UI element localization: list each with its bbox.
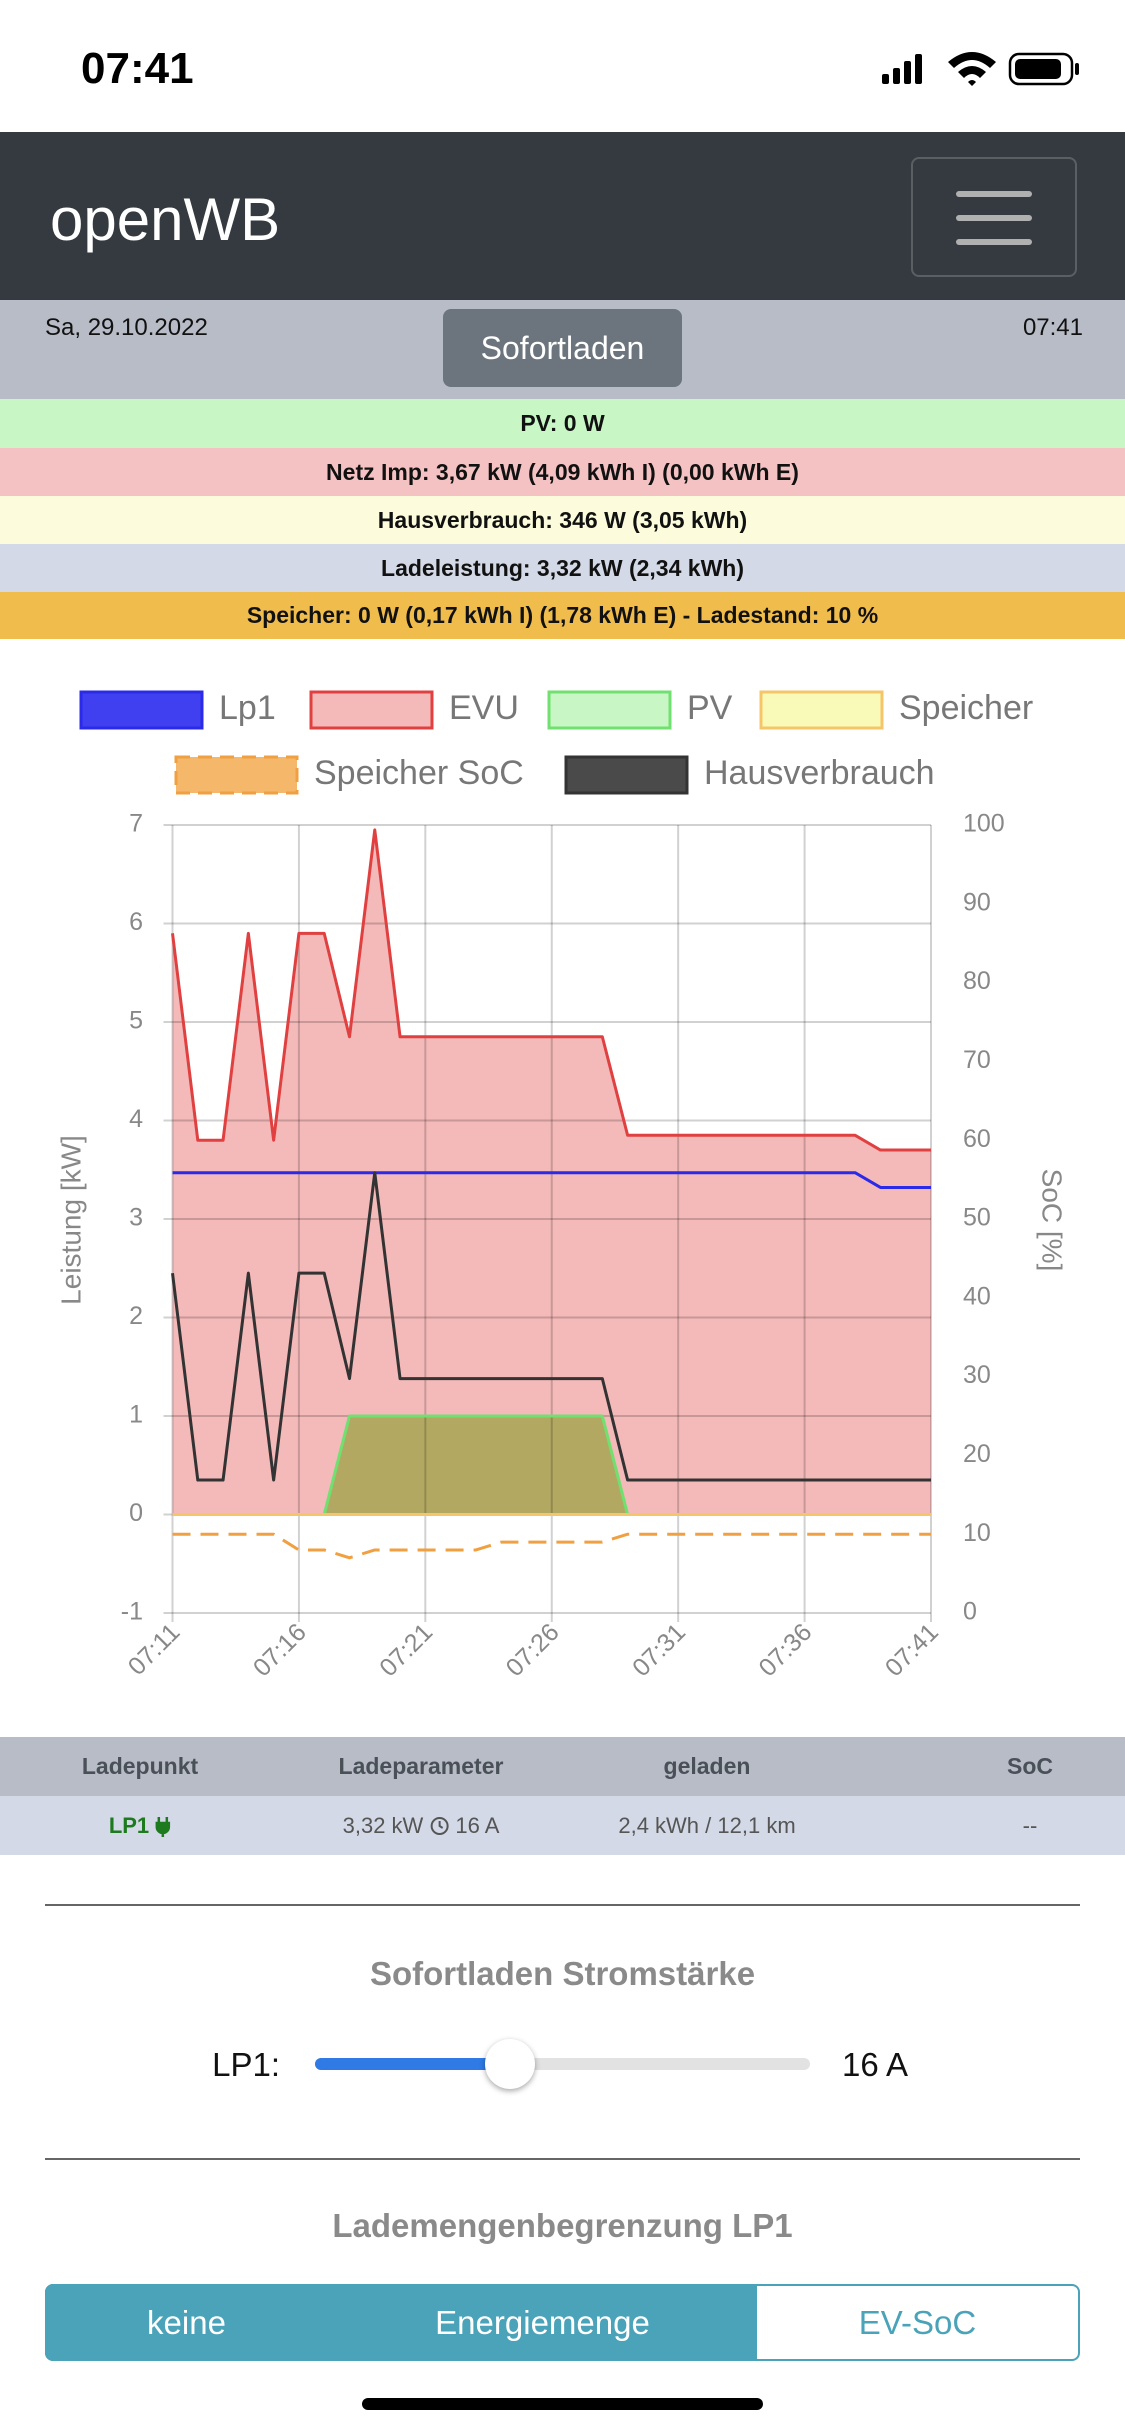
charge-current: 16 A [455, 1813, 500, 1838]
status-row: Hausverbrauch: 346 W (3,05 kWh) [0, 496, 1125, 544]
date: Sa, 29.10.2022 [45, 314, 208, 341]
y-tick-label: 3 [129, 1204, 143, 1232]
y2-tick-label: 20 [963, 1440, 991, 1468]
y-tick-label: -1 [121, 1598, 143, 1626]
divider [45, 2158, 1080, 2160]
time: 07:41 [1022, 314, 1083, 341]
y2-tick-label: 60 [963, 1125, 991, 1153]
y-tick-label: 2 [129, 1302, 143, 1330]
option-button[interactable]: Energiemenge [328, 2284, 757, 2361]
x-tick-label: 07:16 [248, 1618, 312, 1682]
y-tick-label: 5 [129, 1007, 143, 1035]
x-tick-label: 07:11 [123, 1618, 186, 1681]
x-tick-label: 07:41 [880, 1618, 944, 1682]
legend-label: Speicher SoC [314, 754, 524, 792]
y2-tick-label: 40 [963, 1282, 991, 1310]
legend-swatch [79, 690, 204, 730]
y2-axis-title: SoC [%] [1037, 1169, 1068, 1272]
section-title: Lademengenbegrenzung LP1 [332, 2207, 793, 2244]
y2-tick-label: 90 [963, 888, 991, 916]
table-header-cell: Ladeparameter [338, 1753, 504, 1779]
y-tick-label: 6 [129, 908, 143, 936]
series-line [171, 828, 931, 1152]
legend-label: Speicher [899, 689, 1033, 727]
slider-fill [315, 2058, 510, 2070]
legend-label: Hausverbrauch [704, 754, 935, 792]
y2-tick-label: 80 [963, 967, 991, 995]
legend-swatch [759, 690, 884, 730]
legend-swatch [174, 755, 299, 795]
brand[interactable]: openWB [50, 186, 281, 253]
table-cell[interactable]: LP1 [109, 1796, 171, 1855]
x-tick-label: 07:31 [627, 1618, 691, 1682]
divider [45, 1904, 1080, 1906]
legend-label: Lp1 [219, 689, 276, 727]
home-indicator [362, 2398, 763, 2410]
charge-power: 3,32 kW [342, 1813, 424, 1838]
slider-value: 16 A [842, 2046, 909, 2083]
clock: 07:41 [81, 44, 194, 93]
status-row: Ladeleistung: 3,32 kW (2,34 kWh) [0, 544, 1125, 592]
legend-swatch [547, 690, 672, 730]
status-row: Netz Imp: 3,67 kW (4,09 kWh I) (0,00 kWh… [0, 448, 1125, 496]
x-tick-label: 07:36 [753, 1618, 817, 1682]
table-row [0, 1796, 1125, 1855]
chart: Leistung [kW] SoC [%] Lp1 EVU PV Speicher Sp… [55, 689, 1068, 1682]
legend-swatch [564, 755, 689, 795]
table-header-cell: SoC [1007, 1753, 1053, 1779]
y-tick-label: 4 [129, 1105, 143, 1133]
legend-swatch [309, 690, 434, 730]
option-button[interactable]: EV-SoC [858, 2304, 977, 2341]
y2-tick-label: 10 [963, 1519, 991, 1547]
slider-thumb[interactable] [485, 2039, 535, 2089]
series-line [171, 1171, 931, 1482]
y-tick-label: 7 [129, 810, 143, 838]
section-title: Sofortladen Stromstärke [369, 1955, 756, 1992]
y2-tick-label: 30 [963, 1361, 991, 1389]
table-header-cell: geladen [663, 1753, 751, 1779]
x-tick-label: 07:21 [374, 1618, 438, 1682]
charge-point: LP1 [108, 1813, 150, 1838]
status-row: PV: 0 W [0, 399, 1125, 448]
navbar [0, 132, 1125, 300]
slider-label: LP1: [212, 2046, 280, 2083]
clock-icon [430, 1816, 449, 1835]
y2-tick-label: 50 [963, 1204, 991, 1232]
legend-label: EVU [449, 689, 519, 727]
table-cell: 2,4 kWh / 12,1 km [618, 1813, 796, 1838]
y2-tick-label: 100 [963, 810, 1005, 838]
status-icons [882, 52, 1079, 86]
y2-tick-label: 0 [963, 1598, 977, 1626]
menu-icon [956, 191, 1032, 245]
table-cell: 3,32 kW 16 A [343, 1796, 500, 1855]
mode-button[interactable]: Sofortladen [443, 309, 682, 387]
plug-icon [155, 1816, 171, 1837]
option-button[interactable]: keine [45, 2284, 328, 2361]
legend-label: PV [687, 689, 733, 727]
y2-tick-label: 70 [963, 1046, 991, 1074]
area [172, 1416, 931, 1515]
y-axis-title: Leistung [kW] [55, 1135, 86, 1305]
x-tick-label: 07:26 [501, 1618, 565, 1682]
table-header-cell: Ladepunkt [81, 1753, 199, 1779]
y-tick-label: 0 [129, 1499, 143, 1527]
menu-button[interactable] [911, 157, 1077, 277]
y-tick-label: 1 [129, 1401, 143, 1429]
table-header [0, 1737, 1125, 1796]
status-row: Speicher: 0 W (0,17 kWh I) (1,78 kWh E) … [0, 592, 1125, 639]
series-line [172, 1171, 931, 1189]
table-cell: -- [1022, 1813, 1038, 1838]
